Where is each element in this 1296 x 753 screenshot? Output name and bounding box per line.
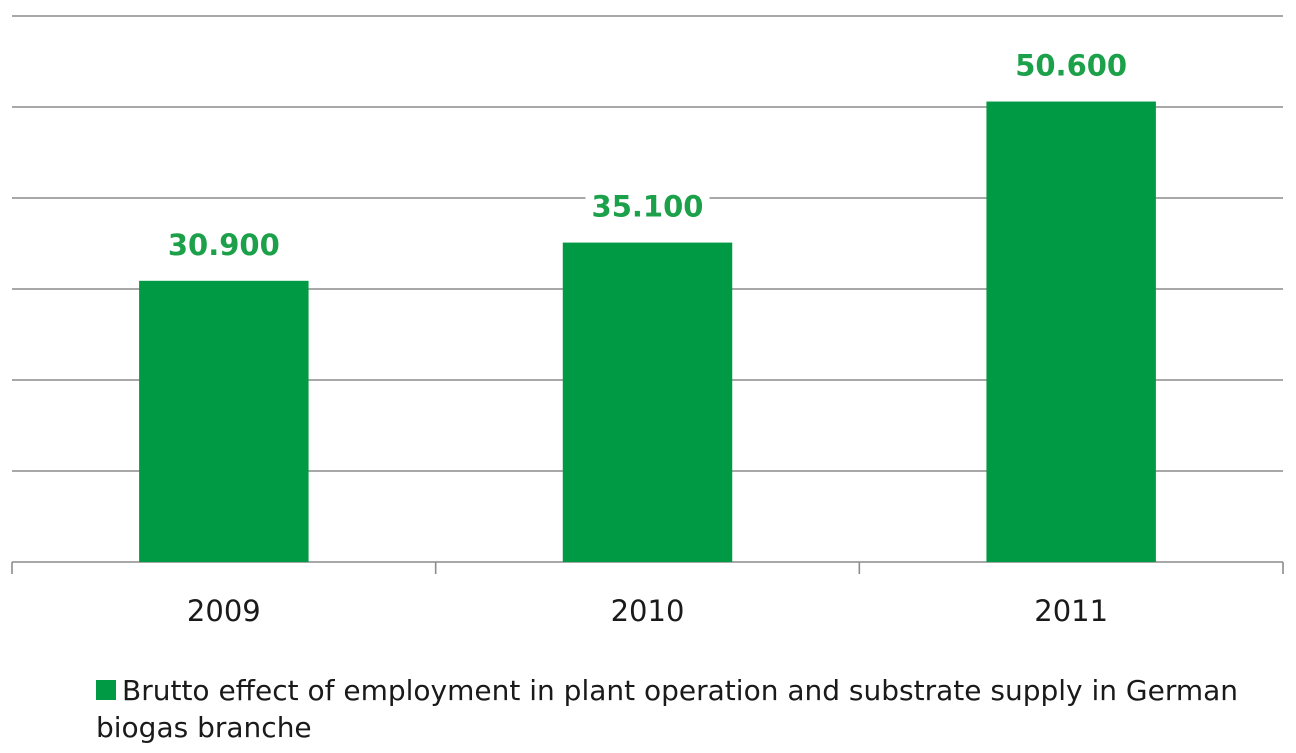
bar-2009: [139, 280, 309, 562]
bar-2011: [986, 101, 1156, 562]
data-label-2009: 30.900: [168, 228, 280, 262]
x-tick-label-2011: 2011: [1034, 594, 1108, 628]
data-label-2011: 50.600: [1015, 49, 1127, 83]
legend: Brutto effect of employment in plant ope…: [96, 672, 1246, 746]
data-label-bg: [161, 228, 286, 265]
data-label-bg: [1009, 49, 1134, 86]
legend-label: Brutto effect of employment in plant ope…: [96, 674, 1239, 744]
bar-2010: [562, 242, 733, 562]
x-tick-label-2010: 2010: [611, 594, 685, 628]
data-label-2010: 35.100: [592, 190, 704, 224]
legend-swatch: [96, 680, 116, 700]
x-tick-label-2009: 2009: [187, 594, 261, 628]
data-label-bg: [585, 190, 710, 227]
bar-chart-svg: 30.900 2009 35.100 2010 50.600 2011: [11, 15, 1284, 628]
